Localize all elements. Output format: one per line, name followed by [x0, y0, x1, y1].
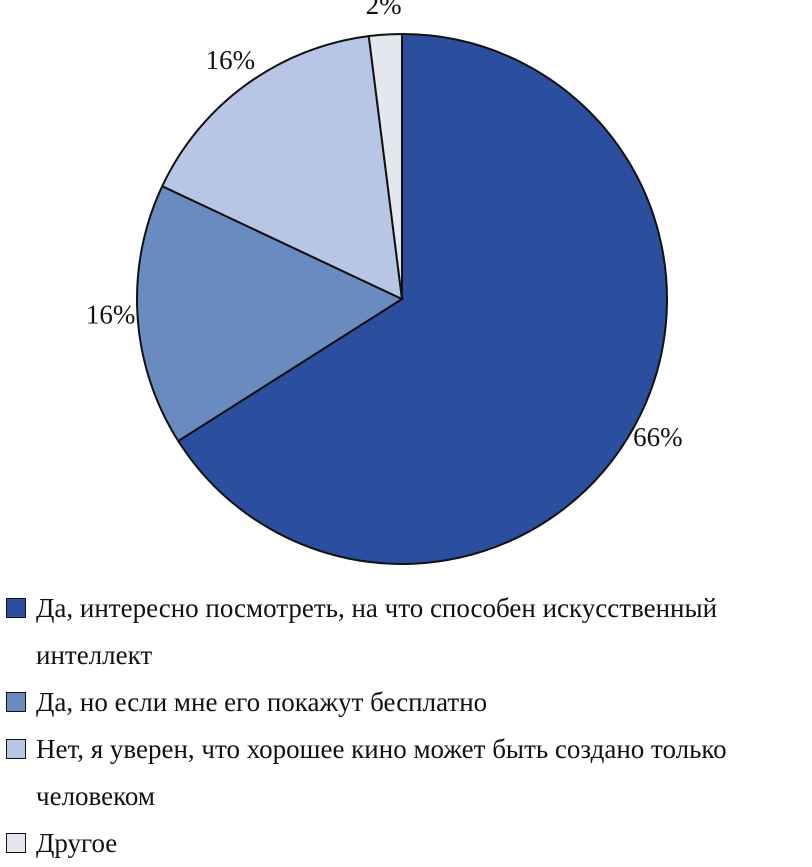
legend-label: Да, интересно посмотреть, на что способе…: [36, 593, 718, 670]
pie-slice: [136, 184, 405, 443]
legend-item: Да, но если мне его покажут бесплатно: [0, 679, 812, 726]
pie-slice: [367, 32, 403, 300]
legend-item: Другое: [0, 820, 812, 867]
legend-label: Нет, я уверен, что хорошее кино может бы…: [36, 734, 727, 811]
data-label: 66%: [633, 422, 683, 452]
pie-slice: [176, 32, 668, 565]
pie-slice: [160, 34, 404, 301]
legend-swatch: [6, 692, 26, 712]
legend-swatch: [6, 598, 26, 618]
legend-label: Другое: [36, 828, 118, 858]
legend-item: Нет, я уверен, что хорошее кино может бы…: [0, 726, 812, 820]
legend: Да, интересно посмотреть, на что способе…: [0, 585, 812, 867]
data-label: 2%: [366, 0, 402, 20]
chart: 66% 16% 16% 2%: [86, 0, 683, 565]
legend-swatch: [6, 833, 26, 853]
data-label: 16%: [86, 300, 136, 330]
legend-label: Да, но если мне его покажут бесплатно: [36, 687, 488, 717]
data-label: 16%: [206, 45, 256, 75]
legend-item: Да, интересно посмотреть, на что способе…: [0, 585, 812, 679]
legend-swatch: [6, 739, 26, 759]
